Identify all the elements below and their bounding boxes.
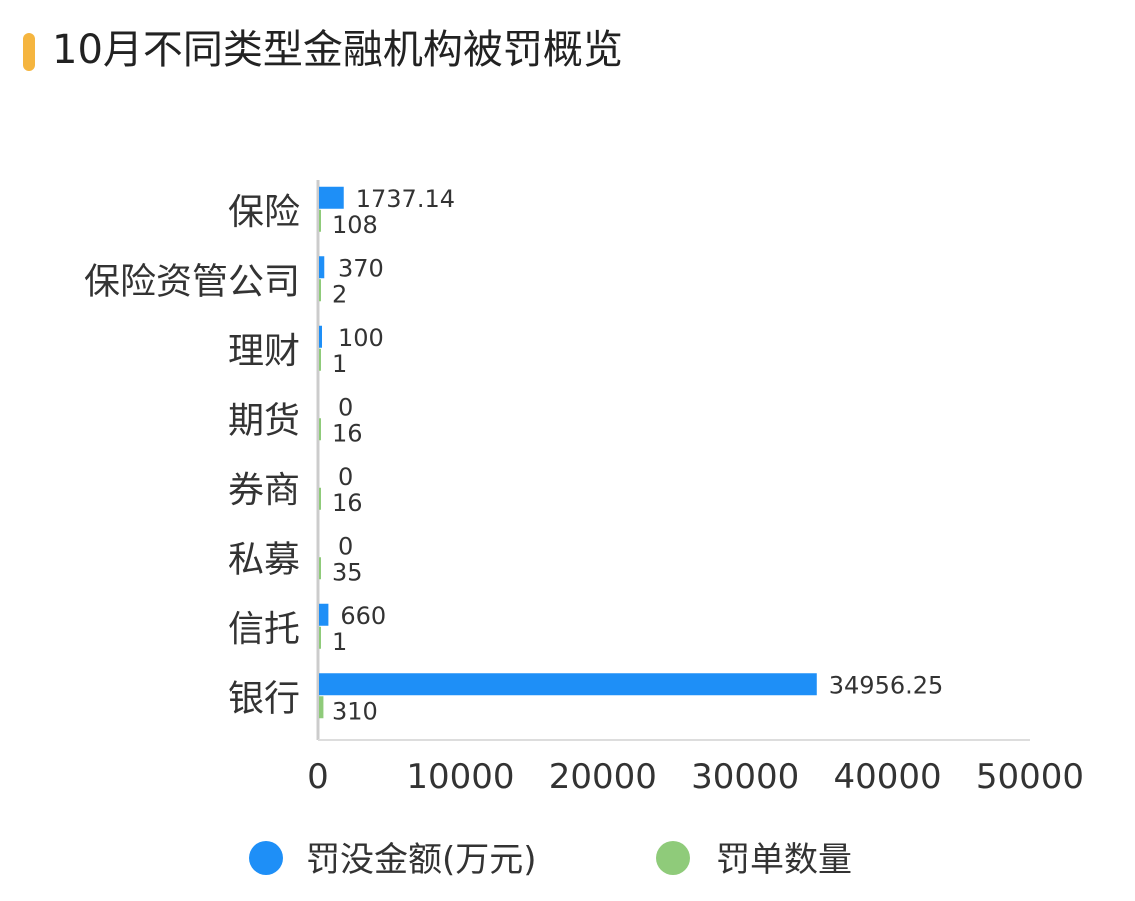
data-label-count: 2 — [332, 280, 347, 308]
data-label-amount: 0 — [338, 393, 353, 421]
data-label-count: 310 — [332, 697, 378, 725]
x-tick-label: 50000 — [976, 757, 1084, 797]
category-label: 券商 — [228, 470, 300, 511]
legend-label: 罚没金额(万元) — [306, 840, 537, 880]
data-label-count: 1 — [332, 350, 347, 378]
x-tick-label: 0 — [307, 757, 329, 797]
bar-count — [319, 348, 321, 371]
x-tick-label: 10000 — [406, 757, 514, 797]
bar-amount — [319, 256, 325, 279]
data-label-count: 1 — [332, 628, 347, 656]
bar-amount — [319, 673, 817, 696]
category-label: 期货 — [228, 400, 300, 441]
category-label: 私募 — [228, 539, 300, 580]
category-label: 保险 — [228, 192, 300, 233]
data-label-amount: 660 — [340, 602, 386, 630]
title-accent-bar — [23, 33, 35, 71]
data-label-count: 16 — [332, 419, 363, 447]
category-label: 保险资管公司 — [84, 261, 300, 302]
x-tick-label: 40000 — [834, 757, 942, 797]
x-tick-label: 20000 — [549, 757, 657, 797]
bar-count — [319, 626, 321, 649]
data-label-amount: 1737.14 — [356, 185, 455, 213]
bar-amount — [319, 186, 344, 209]
data-label-count: 108 — [332, 211, 378, 239]
chart-title: 10月不同类型金融机构被罚概览 — [52, 27, 623, 73]
category-label: 信托 — [228, 609, 300, 650]
data-label-count: 16 — [332, 489, 363, 517]
x-tick-label: 30000 — [691, 757, 799, 797]
bar-count — [319, 557, 321, 580]
bar-count — [319, 418, 321, 441]
data-label-amount: 100 — [338, 324, 384, 352]
category-label: 银行 — [228, 678, 300, 719]
data-label-amount: 34956.25 — [829, 671, 944, 699]
category-label: 理财 — [228, 331, 300, 372]
bar-amount — [319, 603, 329, 626]
legend-label: 罚单数量 — [716, 840, 852, 880]
data-label-amount: 0 — [338, 532, 353, 560]
bar-count — [319, 279, 321, 302]
legend-marker — [656, 841, 690, 875]
bar-count — [319, 209, 321, 232]
bar-amount — [319, 325, 322, 348]
bar-count — [319, 487, 321, 510]
data-label-count: 35 — [332, 558, 363, 586]
bar-count — [319, 696, 324, 719]
legend-marker — [249, 841, 283, 875]
data-label-amount: 370 — [338, 254, 384, 282]
data-label-amount: 0 — [338, 463, 353, 491]
